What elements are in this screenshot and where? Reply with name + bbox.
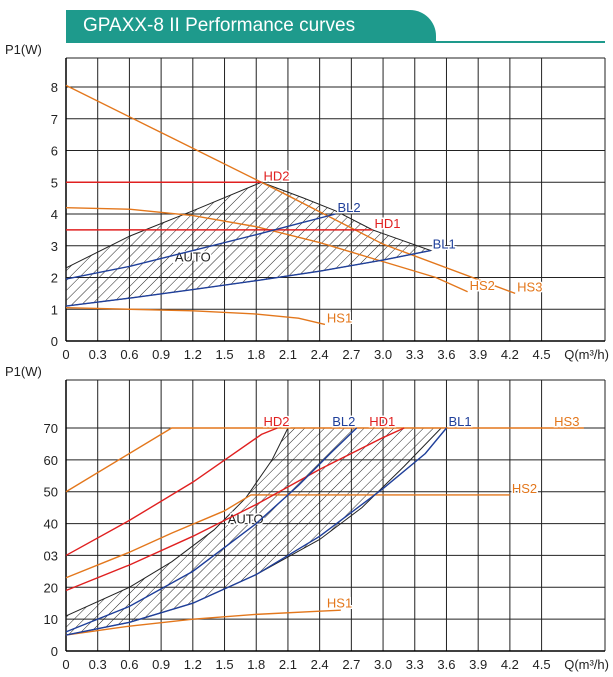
x-tick-label: 2.4: [311, 347, 329, 362]
series-label-hs3: HS3: [554, 414, 579, 429]
series-line-hs1: [65, 609, 341, 636]
x-tick-label: 1.8: [247, 657, 265, 672]
x-tick-label: 1.2: [184, 657, 202, 672]
series-line-hs2: [65, 494, 510, 579]
y-tick-label: 60: [44, 453, 58, 468]
x-tick-label: 3.6: [437, 657, 455, 672]
series-line-hs3: [65, 84, 516, 295]
auto-region: [65, 427, 443, 636]
y-tick-label: 20: [44, 580, 58, 595]
y-tick-label: 7: [51, 112, 58, 127]
chart-1: 0 0.3 0.6 0.9 1.2 1.5 1.8 2.1 2.4 2.7 3.0 3.3 3.6 3.9…: [5, 42, 609, 362]
y-tick-label: 0: [51, 334, 58, 349]
x-tick-label: 1.5: [215, 657, 233, 672]
series-label-hd2: HD2: [264, 168, 290, 183]
y-tick-label: 03: [44, 548, 58, 563]
x-tick-label: 4.5: [533, 347, 551, 362]
x-tick-label: 2.7: [342, 657, 360, 672]
y-axis-label: P1(W): [5, 42, 42, 57]
y-tick-label: 0: [51, 644, 58, 659]
series-label-hd1: HD1: [369, 414, 395, 429]
series-line-hs1: [65, 306, 326, 326]
x-tick-label: 3.3: [406, 657, 424, 672]
series-line-hs2: [65, 206, 468, 293]
x-tick-label: 0.3: [89, 657, 107, 672]
chart-title: GPAXX-8 II Performance curves: [83, 15, 356, 36]
y-tick-label: 40: [44, 517, 58, 532]
x-tick-label: 3.9: [469, 657, 487, 672]
x-tick-label: 4.2: [501, 347, 519, 362]
x-tick-label: 2.1: [279, 347, 297, 362]
series-line-bl1: [65, 249, 431, 307]
x-tick-label: 0: [62, 347, 69, 362]
title-underline: [66, 41, 605, 43]
y-tick-label: 3: [51, 239, 58, 254]
y-tick-label: 1: [51, 302, 58, 317]
y-axis-label: P1(W): [5, 364, 42, 379]
series-label-bl1: BL1: [433, 237, 456, 252]
y-tick-label: 70: [44, 421, 58, 436]
series-label-bl2: BL2: [338, 200, 361, 215]
x-tick-label: 0.9: [152, 657, 170, 672]
x-axis-label: Q(m³/h): [564, 347, 609, 362]
x-tick-label: 2.7: [342, 347, 360, 362]
series-line-hd1: [65, 427, 405, 592]
x-tick-label: 3.6: [437, 347, 455, 362]
series-line-bl2: [65, 427, 358, 633]
x-tick-label: 0.3: [89, 347, 107, 362]
chart-title-banner: GPAXX-8 II Performance curves: [66, 10, 436, 42]
series-label-hs2: HS2: [470, 278, 495, 293]
series-line-bl2: [65, 213, 336, 280]
x-tick-label: 1.8: [247, 347, 265, 362]
y-tick-label: 6: [51, 144, 58, 159]
series-label-hs1: HS1: [327, 596, 352, 611]
chart-2: 0 0.3 0.6 0.9 1.2 1.5 1.8 2.1 2.4 2.7 3.0 3.3 3.6 3.9…: [5, 364, 609, 672]
x-tick-label: 0.6: [120, 657, 138, 672]
y-tick-label: 4: [51, 207, 58, 222]
x-axis-label: Q(m³/h): [564, 657, 609, 672]
series-label-hs1: HS1: [327, 310, 352, 325]
x-tick-label: 0: [62, 657, 69, 672]
x-tick-label: 3.3: [406, 347, 424, 362]
series-label-hd2: HD2: [264, 414, 290, 429]
series-label-hd1: HD1: [374, 216, 400, 231]
x-tick-label: 0.6: [120, 347, 138, 362]
auto-label: AUTO: [228, 512, 264, 527]
y-tick-label: 50: [44, 485, 58, 500]
auto-label: AUTO: [175, 250, 211, 265]
x-tick-label: 3.9: [469, 347, 487, 362]
x-tick-label: 2.4: [311, 657, 329, 672]
series-line-bl1: [65, 427, 448, 636]
y-tick-label: 10: [44, 612, 58, 627]
series-label-bl1: BL1: [448, 414, 471, 429]
x-tick-label: 3.0: [374, 347, 392, 362]
y-tick-label: 8: [51, 80, 58, 95]
series-label-bl2: BL2: [332, 414, 355, 429]
x-tick-label: 1.2: [184, 347, 202, 362]
x-tick-label: 4.5: [533, 657, 551, 672]
series-label-hs2: HS2: [512, 481, 537, 496]
auto-region: [65, 181, 433, 307]
x-tick-label: 3.0: [374, 657, 392, 672]
y-tick-label: 5: [51, 175, 58, 190]
x-tick-label: 1.5: [215, 347, 233, 362]
y-tick-label: 2: [51, 271, 58, 286]
x-tick-label: 4.2: [501, 657, 519, 672]
x-tick-label: 0.9: [152, 347, 170, 362]
x-tick-label: 2.1: [279, 657, 297, 672]
series-label-hs3: HS3: [517, 279, 542, 294]
series-line-hd2: [65, 427, 278, 557]
